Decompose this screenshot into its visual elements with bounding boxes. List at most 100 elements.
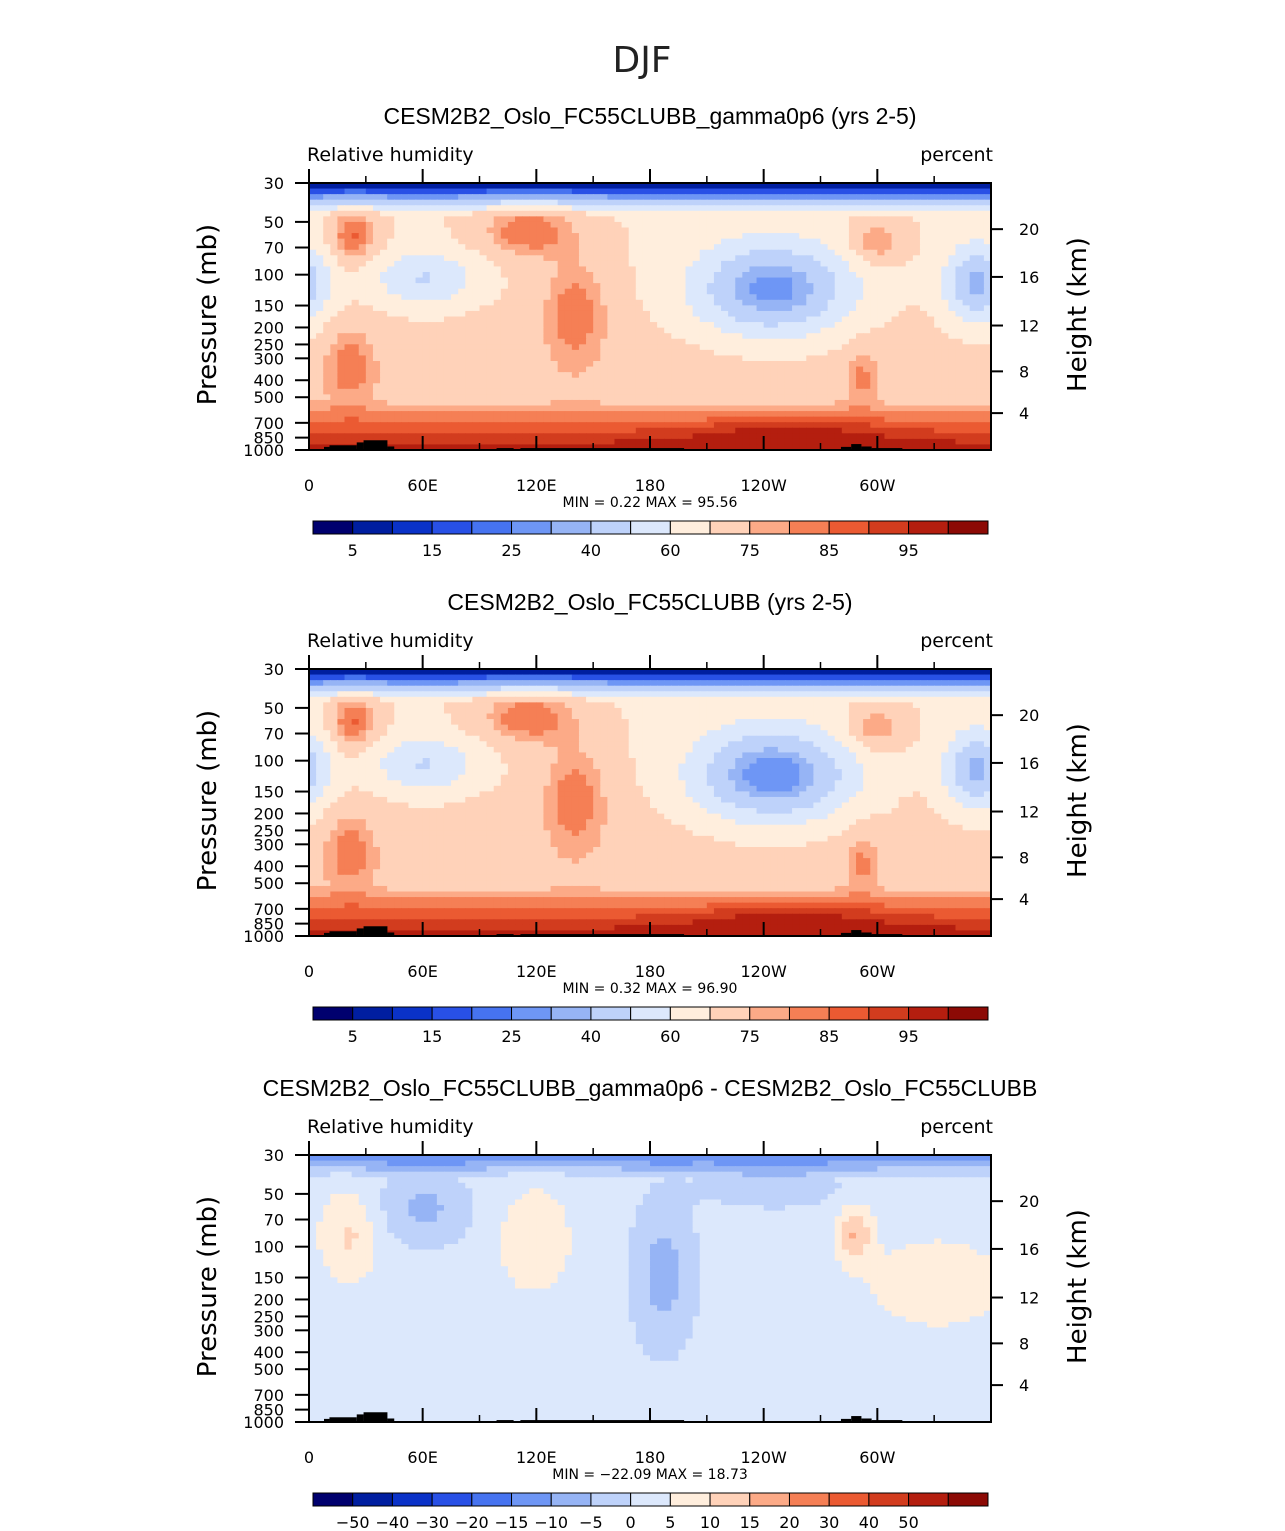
contour-cell: [380, 349, 388, 357]
contour-cell: [877, 260, 886, 268]
contour-cell: [983, 422, 992, 429]
contour-cell: [863, 221, 871, 229]
contour-cell: [372, 349, 381, 357]
contour-cell: [799, 260, 807, 268]
contour-cell: [571, 299, 580, 306]
contour-cell: [536, 283, 545, 290]
contour-cell: [500, 338, 509, 345]
contour-cell: [905, 674, 914, 681]
contour-cell: [983, 205, 992, 212]
contour-cell: [657, 238, 665, 245]
contour-cell: [571, 277, 580, 284]
contour-cell: [742, 438, 751, 446]
contour-cell: [671, 227, 680, 234]
contour-cell: [983, 411, 992, 418]
contour-cell: [777, 355, 786, 362]
contour-cell: [728, 288, 736, 295]
contour-cell: [543, 205, 552, 212]
contour-cell: [422, 221, 431, 229]
contour-cell: [948, 310, 957, 318]
contour-cell: [529, 433, 537, 440]
contour-cell: [522, 372, 530, 379]
contour-cell: [429, 327, 438, 334]
contour-cell: [529, 305, 537, 312]
contour-cell: [507, 399, 516, 407]
contour-cell: [969, 338, 978, 345]
contour-cell: [451, 205, 459, 212]
contour-cell: [848, 333, 857, 340]
contour-cell: [330, 305, 339, 312]
contour-cell: [309, 388, 317, 395]
contour-cell: [685, 333, 694, 340]
contour-cell: [344, 366, 353, 373]
contour-cell: [486, 294, 495, 301]
contour-cell: [728, 188, 736, 195]
contour-cell: [443, 210, 452, 217]
contour-cell: [401, 411, 410, 418]
contour-cell: [919, 361, 928, 368]
contour-cell: [380, 305, 388, 312]
contour-cell: [884, 361, 893, 368]
contour-cell: [813, 422, 822, 429]
contour-cell: [692, 310, 701, 318]
contour-cell: [706, 338, 715, 345]
contour-cell: [614, 255, 623, 262]
contour-cell: [586, 221, 594, 229]
contour-cell: [891, 288, 900, 295]
contour-cell: [650, 227, 658, 234]
contour-cell: [458, 372, 466, 379]
contour-cell: [962, 427, 971, 434]
contour-cell: [841, 366, 850, 373]
contour-cell: [699, 255, 708, 262]
contour-cell: [813, 221, 822, 229]
contour-cell: [912, 255, 921, 262]
contour-cell: [642, 394, 651, 401]
contour-cell: [600, 272, 608, 279]
contour-cell: [557, 444, 566, 451]
contour-cell: [507, 388, 516, 395]
contour-cell: [387, 388, 395, 395]
contour-cell: [415, 411, 424, 418]
contour-cell: [657, 310, 665, 318]
y-axis-label-right: Height (km): [1063, 237, 1093, 392]
contour-cell: [777, 299, 786, 306]
contour-cell: [443, 272, 452, 279]
contour-cell: [891, 199, 900, 206]
contour-cell: [365, 361, 374, 368]
contour-cell: [919, 283, 928, 290]
contour-cell: [323, 205, 331, 212]
contour-cell: [905, 233, 914, 240]
contour-cell: [699, 283, 708, 290]
contour-cell: [820, 327, 829, 334]
contour-cell: [756, 433, 765, 440]
contour-cell: [507, 444, 516, 451]
contour-cell: [678, 372, 687, 379]
contour-cell: [699, 416, 708, 423]
contour-cell: [969, 444, 978, 451]
contour-cell: [934, 244, 942, 251]
contour-cell: [330, 361, 339, 368]
contour-cell: [941, 199, 949, 206]
contour-cell: [493, 327, 502, 334]
contour-cell: [330, 355, 339, 362]
contour-cell: [493, 372, 502, 379]
contour-cell: [834, 344, 843, 351]
contour-cell: [699, 344, 708, 351]
contour-cell: [380, 405, 388, 412]
contour-cell: [316, 422, 324, 429]
contour-cell: [387, 680, 395, 687]
contour-cell: [650, 327, 658, 334]
contour-cell: [479, 355, 488, 362]
contour-cell: [486, 669, 495, 676]
contour-cell: [564, 238, 573, 245]
contour-cell: [330, 322, 339, 329]
contour-cell: [856, 669, 864, 676]
contour-cell: [586, 680, 594, 687]
contour-cell: [415, 255, 424, 262]
contour-cell: [856, 216, 864, 223]
contour-cell: [678, 238, 687, 245]
contour-cell: [515, 333, 523, 340]
colorbar-label: 60: [660, 541, 680, 560]
contour-cell: [578, 416, 587, 423]
contour-cell: [351, 355, 360, 362]
